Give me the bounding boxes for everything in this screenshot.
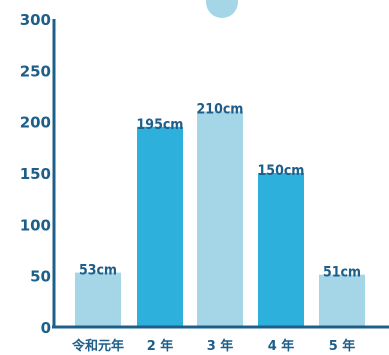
- x-tick-label: 5 年: [329, 338, 356, 354]
- y-tick-label: 250: [20, 62, 51, 80]
- y-tick-label: 200: [20, 114, 51, 132]
- legend-marker-icon: [206, 0, 238, 18]
- x-axis-labels: 令和元年 2 年 3 年 4 年 5 年: [72, 338, 355, 354]
- y-tick-label: 0: [41, 319, 51, 337]
- data-label: 51cm: [323, 265, 361, 281]
- bar: [197, 111, 243, 328]
- bar: [137, 126, 183, 327]
- data-label: 195cm: [137, 117, 184, 133]
- bar: [75, 272, 121, 327]
- x-tick-label: 3 年: [207, 338, 234, 354]
- data-label: 210cm: [197, 101, 244, 117]
- data-label: 150cm: [258, 163, 305, 179]
- x-tick-label: 2 年: [147, 338, 174, 354]
- bar: [258, 173, 304, 327]
- y-axis-ticks: 0 50 100 150 200 250 300: [20, 11, 51, 337]
- x-tick-label: 4 年: [268, 338, 295, 354]
- y-tick-label: 100: [20, 216, 51, 234]
- x-tick-label: 令和元年: [72, 338, 124, 354]
- data-labels: 53cm 195cm 210cm 150cm 51cm: [79, 101, 361, 280]
- y-tick-label: 50: [30, 268, 51, 286]
- bars: [75, 111, 365, 328]
- y-tick-label: 150: [20, 165, 51, 183]
- data-label: 53cm: [79, 263, 117, 279]
- y-tick-label: 300: [20, 11, 51, 29]
- bar: [319, 274, 365, 327]
